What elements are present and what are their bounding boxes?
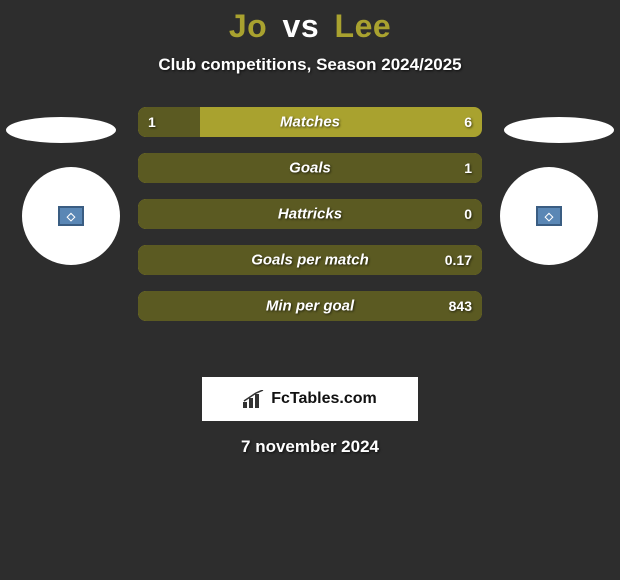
stat-bar-fill-left bbox=[138, 245, 482, 275]
brand-text: FcTables.com bbox=[271, 390, 377, 408]
stat-bar-fill-left bbox=[138, 107, 200, 137]
title-vs: vs bbox=[283, 8, 320, 44]
player-circle-left: ◇ bbox=[22, 167, 120, 265]
comparison-stage: ◇ ◇ 1Matches6 Goals1 Hattricks0 Goals per m… bbox=[0, 107, 620, 377]
stat-bar: Goals per match0.17 bbox=[138, 245, 482, 275]
stat-bar-fill-left bbox=[138, 199, 482, 229]
shield-icon: ◇ bbox=[536, 206, 562, 226]
stat-value-right: 6 bbox=[464, 114, 472, 130]
stat-bar: Hattricks0 bbox=[138, 199, 482, 229]
title-player-2: Lee bbox=[335, 8, 392, 44]
stat-bar-fill-left bbox=[138, 291, 482, 321]
page-title: Jo vs Lee bbox=[0, 8, 620, 45]
player-circle-right: ◇ bbox=[500, 167, 598, 265]
brand-box: FcTables.com bbox=[202, 377, 418, 421]
stat-bar: Min per goal843 bbox=[138, 291, 482, 321]
ellipse-top-right bbox=[504, 117, 614, 143]
shield-icon: ◇ bbox=[58, 206, 84, 226]
date-text: 7 november 2024 bbox=[0, 437, 620, 457]
bar-chart-icon bbox=[243, 390, 265, 408]
stat-bars: 1Matches6 Goals1 Hattricks0 Goals per match… bbox=[138, 107, 482, 337]
ellipse-top-left bbox=[6, 117, 116, 143]
content-root: Jo vs Lee Club competitions, Season 2024… bbox=[0, 0, 620, 457]
stat-bar: 1Matches6 bbox=[138, 107, 482, 137]
stat-bar: Goals1 bbox=[138, 153, 482, 183]
subtitle: Club competitions, Season 2024/2025 bbox=[0, 55, 620, 75]
title-player-1: Jo bbox=[229, 8, 267, 44]
stat-bar-fill-left bbox=[138, 153, 482, 183]
